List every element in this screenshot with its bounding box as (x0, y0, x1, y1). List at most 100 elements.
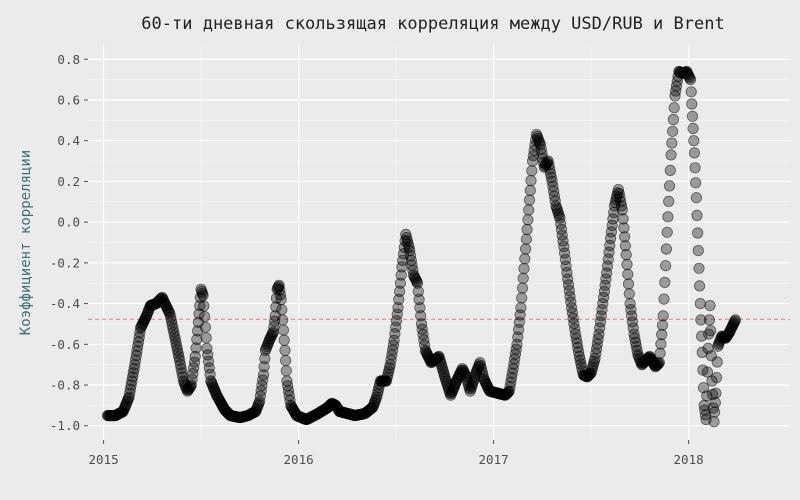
data-point (524, 184, 536, 196)
data-point (666, 125, 679, 137)
data-point (570, 332, 582, 345)
data-point (130, 349, 142, 362)
data-point (128, 363, 140, 375)
data-point (554, 212, 566, 224)
data-point (667, 113, 680, 126)
data-point (704, 299, 716, 312)
data-point (571, 337, 583, 349)
data-point (666, 137, 678, 149)
data-point (708, 406, 721, 418)
data-point (703, 328, 715, 340)
data-point (708, 416, 720, 428)
data-point (187, 367, 199, 380)
data-point (686, 98, 698, 110)
data-point (697, 382, 710, 394)
data-point (563, 284, 575, 297)
data-point (126, 375, 138, 387)
data-point (132, 340, 144, 352)
data-point (198, 300, 210, 312)
y-tick-label: 0.8 (57, 52, 80, 67)
x-tick-label: 2018 (674, 452, 704, 467)
data-point (175, 363, 187, 375)
data-point (526, 165, 538, 177)
data-point (124, 383, 136, 395)
data-point (562, 279, 575, 291)
data-point (522, 214, 534, 226)
data-point (691, 209, 703, 221)
data-point (279, 344, 291, 356)
data-point (656, 328, 668, 341)
data-point (572, 341, 584, 354)
data-point (616, 204, 628, 216)
data-point (504, 381, 516, 393)
data-point (415, 310, 427, 322)
data-point (564, 290, 576, 302)
data-point (275, 293, 287, 306)
data-point (622, 278, 635, 290)
data-point (200, 332, 212, 344)
data-point (569, 328, 582, 340)
data-point (133, 331, 145, 343)
data-point (131, 345, 143, 357)
data-point (618, 222, 630, 234)
data-point (277, 324, 289, 336)
data-point (689, 162, 701, 174)
x-axis-ticks: 2015 2016 2017 2018 (89, 440, 704, 467)
data-point (628, 328, 640, 340)
data-point (617, 213, 629, 225)
y-tick-label: -1.0 (50, 418, 80, 433)
y-tick-label: 0.6 (57, 92, 80, 107)
data-point (545, 171, 557, 183)
x-tick-label: 2015 (89, 452, 119, 467)
data-point (664, 164, 676, 176)
data-point (684, 74, 697, 86)
data-point (710, 387, 722, 399)
data-point (190, 342, 202, 354)
data-point (663, 195, 675, 207)
data-point (125, 379, 137, 391)
data-point (654, 347, 666, 359)
data-point (710, 371, 723, 384)
data-point (618, 231, 631, 243)
data-point (506, 367, 518, 379)
data-point (555, 218, 567, 230)
data-point (199, 321, 211, 333)
y-tick-label: 0.4 (57, 133, 80, 148)
data-point (518, 262, 530, 275)
data-point (629, 336, 642, 348)
data-point (515, 302, 527, 314)
data-point (621, 258, 633, 271)
data-point (620, 249, 632, 261)
data-point (695, 314, 707, 326)
data-point (619, 240, 632, 252)
data-point (171, 340, 183, 352)
data-point (186, 373, 198, 385)
data-point (663, 180, 676, 192)
data-point (614, 192, 626, 204)
data-point (699, 409, 712, 421)
data-point (661, 226, 673, 238)
data-point (280, 365, 292, 377)
data-point (517, 272, 529, 284)
data-point (276, 304, 288, 316)
data-point (394, 277, 406, 289)
data-point (690, 192, 703, 204)
data-point (660, 243, 673, 255)
data-point (693, 262, 705, 274)
data-point (166, 319, 178, 331)
y-tick-label: -0.6 (50, 337, 80, 352)
data-point (519, 253, 531, 265)
y-tick-label: 0.0 (57, 215, 80, 230)
data-point (613, 188, 625, 200)
data-point (257, 369, 270, 381)
data-point (572, 346, 585, 358)
data-point (692, 245, 704, 257)
data-point (693, 280, 706, 292)
data-point (701, 366, 714, 378)
y-axis-ticks: -1.0 -0.8 -0.6 -0.4 -0.2 0.0 0.2 0.4 0.6 0.8 (50, 52, 88, 433)
data-point (197, 289, 209, 301)
data-point (505, 372, 518, 384)
data-point (188, 362, 200, 374)
data-point (279, 354, 292, 367)
data-point (555, 223, 568, 236)
